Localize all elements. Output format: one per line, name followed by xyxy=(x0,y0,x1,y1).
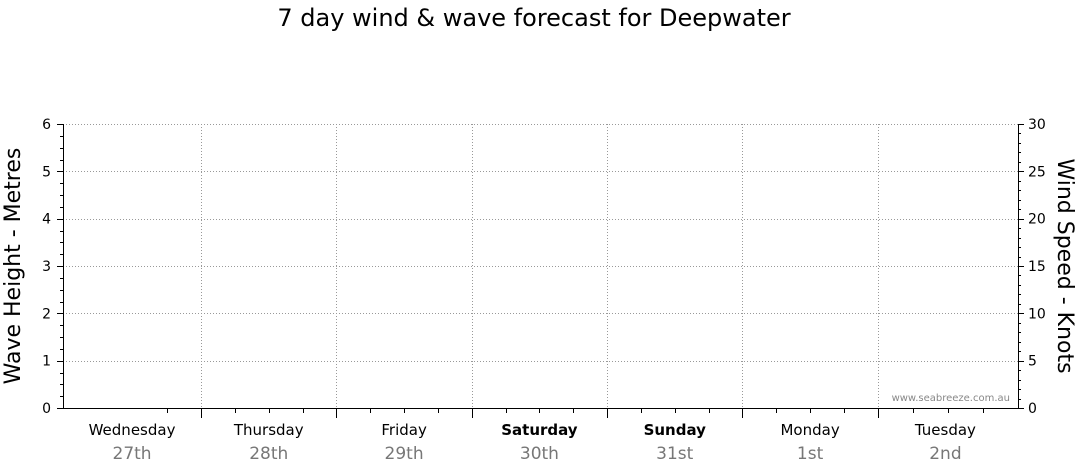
y-tick-label-left: 0 xyxy=(42,401,51,417)
y-tick-label-right: 10 xyxy=(1028,306,1046,322)
y-axis-title-left: Wave Height - Metres xyxy=(1,148,26,385)
y-tick-label-left: 4 xyxy=(42,212,51,228)
y-tick-label-left: 6 xyxy=(42,117,51,133)
watermark-text: www.seabreeze.com.au xyxy=(892,393,1010,404)
x-day-label: Monday xyxy=(780,421,839,439)
y-tick-label-left: 2 xyxy=(42,306,51,322)
y-tick-label-right: 0 xyxy=(1028,401,1037,417)
y-tick-label-left: 3 xyxy=(42,259,51,275)
x-date-label: 1st xyxy=(797,444,824,464)
grid-layer xyxy=(63,124,1018,408)
x-date-label: 2nd xyxy=(929,444,961,464)
x-date-label: 30th xyxy=(520,444,559,464)
x-day-label: Saturday xyxy=(501,421,578,439)
x-date-label: 27th xyxy=(113,444,152,464)
y-tick-label-right: 15 xyxy=(1028,259,1046,275)
chart-title: 7 day wind & wave forecast for Deepwater xyxy=(277,4,791,32)
x-day-label: Friday xyxy=(381,421,427,439)
x-date-label: 28th xyxy=(249,444,288,464)
y-tick-label-left: 5 xyxy=(42,164,51,180)
y-tick-label-right: 20 xyxy=(1028,212,1046,228)
y-tick-label-right: 5 xyxy=(1028,354,1037,370)
x-day-label: Wednesday xyxy=(89,421,176,439)
axes-layer xyxy=(57,124,1024,418)
x-date-label: 31st xyxy=(656,444,693,464)
y-tick-label-right: 30 xyxy=(1028,117,1046,133)
y-tick-label-left: 1 xyxy=(42,354,51,370)
x-day-label: Thursday xyxy=(233,421,304,439)
y-tick-label-right: 25 xyxy=(1028,164,1046,180)
x-day-label: Tuesday xyxy=(914,421,976,439)
x-day-label: Sunday xyxy=(644,421,707,439)
x-date-label: 29th xyxy=(385,444,424,464)
labels-layer: 0 1 2 3 4 5 6 0 5 10 15 20 25 30 Wednesday 27th Thursday… xyxy=(42,117,1046,464)
y-axis-title-right: Wind Speed - Knots xyxy=(1052,158,1077,373)
